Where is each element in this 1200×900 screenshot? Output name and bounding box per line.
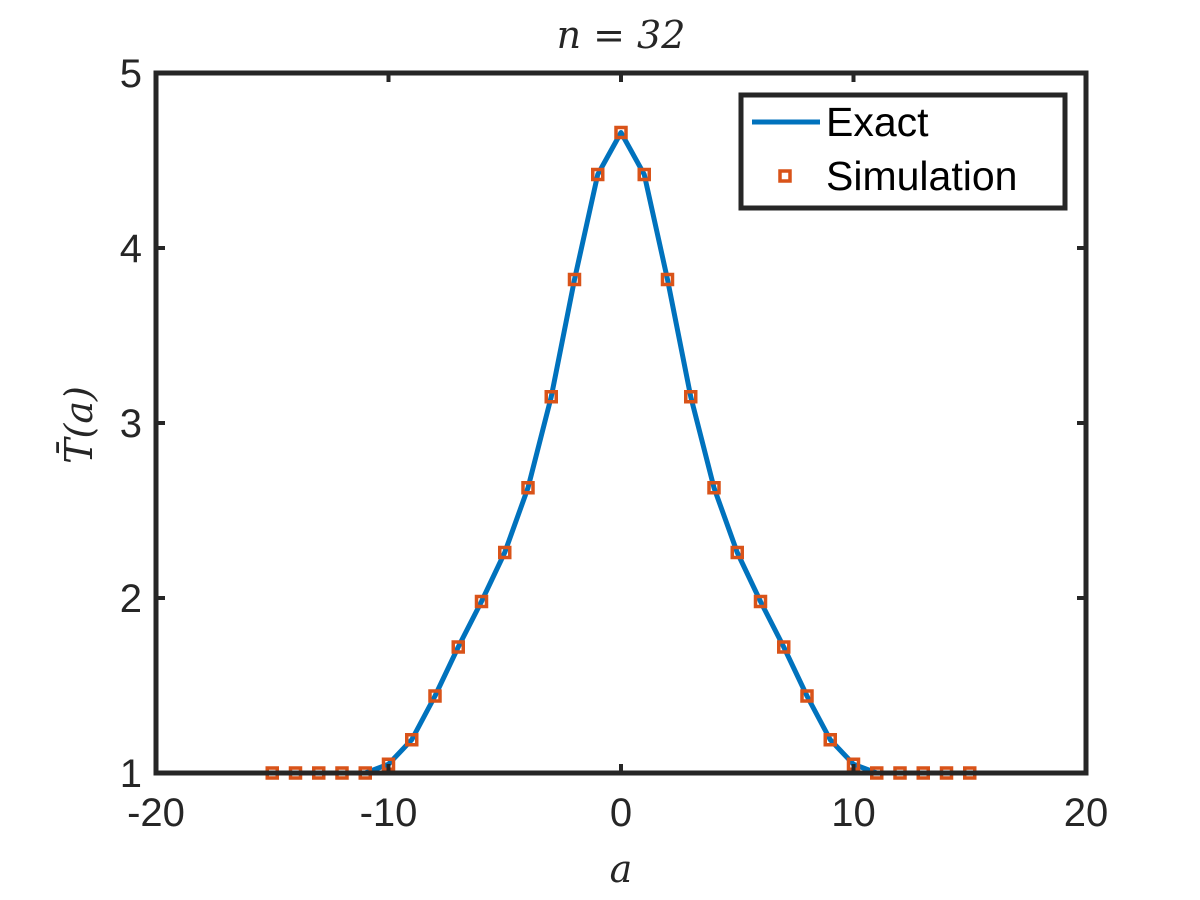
simulation-point — [637, 167, 651, 182]
x-tick-label: -10 — [360, 791, 418, 835]
y-tick-label: 2 — [120, 577, 142, 621]
x-tick-label: 0 — [610, 791, 632, 835]
simulation-point — [428, 689, 442, 703]
y-tick-label: 3 — [120, 402, 142, 446]
legend: Exact Simulation — [738, 92, 1068, 211]
x-tick-label: 20 — [1064, 791, 1109, 835]
simulation-point — [800, 689, 814, 703]
simulation-point — [521, 481, 535, 495]
simulation-point — [823, 733, 837, 747]
simulation-point — [730, 545, 744, 560]
x-axis-label: a — [610, 847, 633, 891]
simulation-point — [405, 733, 419, 747]
simulation-point — [451, 640, 465, 654]
simulation-point — [707, 481, 721, 495]
legend-box — [738, 92, 1068, 211]
chart-title: n = 32 — [557, 13, 686, 57]
simulation-point — [684, 390, 698, 404]
simulation-point — [567, 272, 582, 287]
simulation-point — [753, 594, 768, 609]
simulation-point — [591, 167, 605, 182]
y-tick-label: 4 — [120, 227, 142, 271]
axes-box — [153, 70, 1089, 776]
y-tick-label: 5 — [120, 52, 142, 96]
x-tick-label: -20 — [127, 791, 185, 835]
simulation-point — [474, 594, 489, 609]
simulation-point — [614, 125, 628, 140]
legend-exact-label: Exact — [826, 99, 929, 145]
y-tick-labels: 1 2 3 4 5 — [120, 52, 142, 796]
legend-simulation-swatch — [778, 169, 792, 183]
y-axis-label: T̄(a) — [57, 386, 101, 464]
x-tick-label: 10 — [831, 791, 876, 835]
simulation-point — [498, 545, 512, 560]
x-tick-labels: -20 -10 0 10 20 — [127, 791, 1108, 835]
simulation-point — [544, 390, 558, 404]
y-tick-label: 1 — [120, 752, 142, 796]
legend-simulation-label: Simulation — [826, 153, 1017, 199]
simulation-point — [660, 272, 675, 287]
simulation-point — [777, 640, 791, 654]
